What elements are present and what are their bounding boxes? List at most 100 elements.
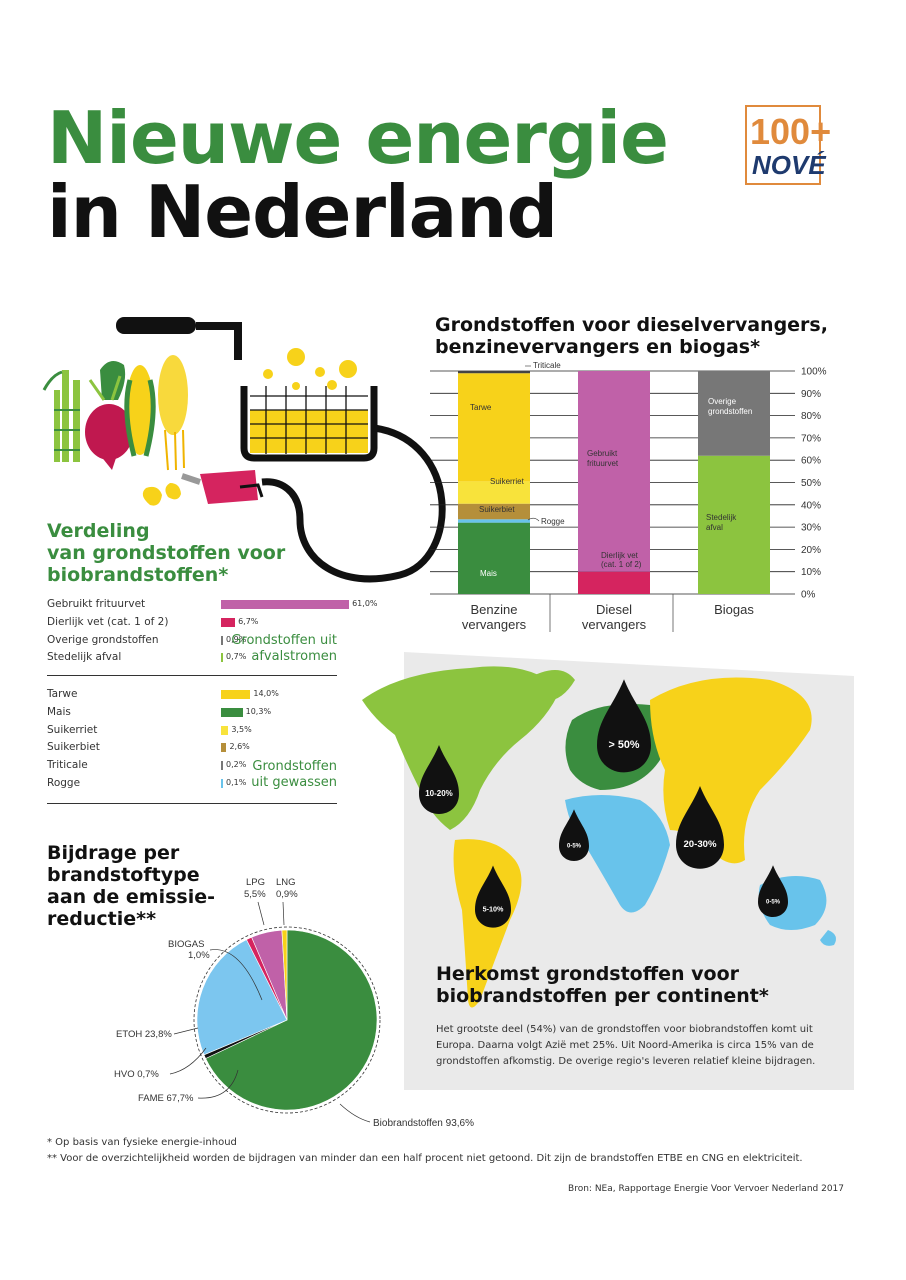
brand-logo: 100+ NOVÉ [745,105,831,185]
percentage-drop: > 50% [597,679,651,773]
group-label-line: Grondstoffen [252,759,337,774]
hose-icon [261,424,446,583]
map-title: Herkomst grondstoffen voor biobrandstoff… [436,963,769,1007]
column-label: vervangers [582,617,647,632]
distribution-value: 3,5% [231,724,252,734]
pipe-icon [196,322,242,360]
percentage-drop: 20-30% [676,786,724,869]
segment-label: (cat. 1 of 2) [601,560,642,569]
distribution-bar [221,635,223,645]
group-label-crops: Grondstoffen uit gewassen [215,759,337,791]
segment-label: Rogge [541,517,565,526]
drop-icon [597,679,651,773]
pie-slice [251,929,288,1021]
distribution-label: Mais [47,705,71,718]
pie-slice [196,939,288,1056]
distribution-label: Suikerriet [47,723,98,736]
percentage-drop: 0-5% [758,865,788,917]
percentage-drop: 10-20% [419,745,459,814]
stacked-chart-title: Grondstoffen voor dieselvervangers, benz… [435,314,828,358]
distribution-row: Mais 10,3% [47,704,337,722]
map-title-line: biobrandstoffen per continent* [436,985,769,1007]
y-tick-label: 40% [801,500,821,511]
distribution-row: Triticale 0,2% [47,757,337,775]
drop-label: > 50% [609,739,640,751]
distribution-value: 0,7% [226,652,247,662]
continent-oceania [758,876,827,930]
stack-segment [458,373,530,482]
segment-label: Overige [708,397,737,406]
logo-text-top: 100+ [750,111,831,152]
distribution-value: 2,6% [229,742,250,752]
distribution-title: Verdeling van grondstoffen voor biobrand… [47,520,285,586]
y-tick-label: 20% [801,545,821,556]
distribution-label: Rogge [47,777,81,789]
segment-label: Tarwe [470,403,492,412]
distribution-title-line: Verdeling [47,520,150,542]
group-label-line: afvalstromen [251,649,337,664]
distribution-row: Rogge 0,1% [47,775,337,793]
distribution-row: Gebruikt frituurvet 61,0% [47,596,378,614]
distribution-label: Triticale [47,759,88,772]
y-tick-label: 80% [801,411,821,422]
distribution-value: 0,9% [226,634,247,644]
stack-segment [458,519,530,523]
footnote-1: * Op basis van fysieke energie-inhoud [47,1137,237,1148]
y-tick-label: 60% [801,456,821,467]
y-tick-label: 30% [801,523,821,534]
pie-label: 0,9% [276,889,298,900]
distribution-title-line: biobrandstoffen* [47,564,229,586]
pie-title-line: brandstoftype [47,864,200,886]
crops-icon [42,355,188,471]
y-tick-label: 90% [801,389,821,400]
pie-label: BIOGAS [168,939,204,950]
stack-segment [458,481,530,504]
footnote-2: ** Voor de overzichtelijkheid worden de … [47,1153,803,1164]
drop-icon [165,483,181,500]
pie-label: 1,0% [188,950,210,961]
column-label: vervangers [462,617,527,632]
segment-label: afval [706,523,723,532]
distribution-label: Gebruikt frituurvet [47,598,146,610]
pie-slice [281,929,288,1021]
leader-line [169,1047,207,1075]
group-label-waste: Grondstoffen uit afvalstromen [215,633,337,665]
divider [47,675,337,676]
segment-label: frituurvet [587,459,619,468]
drop-icon [559,809,589,861]
drop-label: 0-5% [766,900,781,906]
distribution-row: Overige grondstoffen 0,9% [47,632,337,650]
continent-asia [650,677,812,864]
distribution-bar [221,761,223,771]
stack-segment [458,371,530,374]
pie-slice [203,1019,288,1059]
bio-total-label: Biobrandstoffen 93,6% [373,1118,474,1129]
y-tick-label: 50% [801,478,821,489]
leader-line [257,901,265,926]
fuel-nozzle-icon [181,470,264,504]
stack-segment [458,503,530,520]
drop-label: 20-30% [683,839,717,850]
segment-label: Suikerbiet [479,505,515,514]
distribution-row: Suikerriet 3,5% [47,722,337,740]
segment-label: Gebruikt [587,449,618,458]
pie-slice [205,929,378,1111]
drop-label: 5-10% [483,904,504,913]
distribution-bar [221,600,350,609]
column-label: Diesel [596,602,632,617]
distribution-value: 61,0% [352,599,378,608]
distribution-row: Suikerbiet 2,6% [47,739,337,757]
stack-segment [578,371,650,572]
leader-line [173,1027,199,1035]
continent-europe [565,704,665,790]
continent-greenland [525,670,575,701]
pie-label: FAME 67,7% [138,1093,194,1104]
y-tick-label: 100% [801,367,827,378]
pie-title-line: aan de emissie- [47,886,215,908]
stacked-title-line: Grondstoffen voor dieselvervangers, [435,314,828,336]
distribution-label: Overige grondstoffen [47,633,159,646]
stacked-title-line: benzinevervangers en biogas* [435,336,761,358]
distribution-bar [221,725,229,735]
divider [47,803,337,804]
leader-line [527,517,540,522]
